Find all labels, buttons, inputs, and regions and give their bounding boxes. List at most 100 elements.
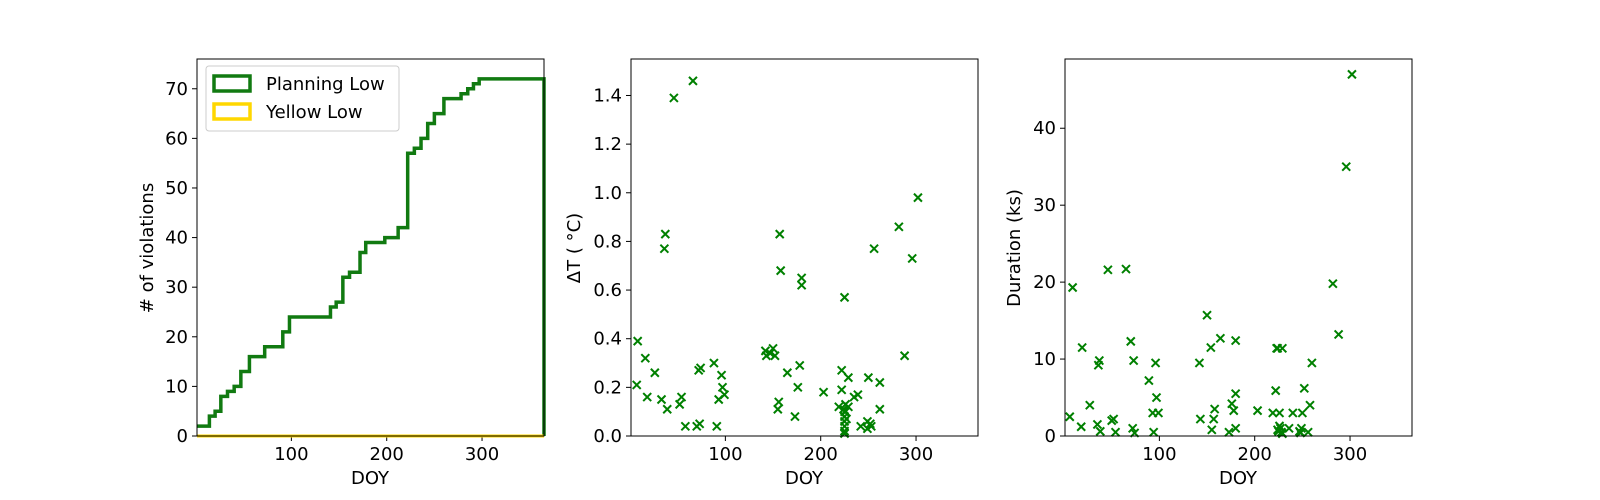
scatter-point (717, 382, 728, 393)
axis-ticks: 100 200 300 0 10 20 30 40 (1033, 118, 1367, 465)
y-tick-label: 50 (165, 178, 188, 199)
scatter-point (1121, 264, 1131, 274)
scatter-point (843, 372, 854, 383)
plot-frame (1064, 58, 1413, 437)
scatter-point (1341, 162, 1351, 172)
scatter-point (1305, 400, 1315, 410)
scatter-point (1194, 358, 1205, 368)
scatter-point (1092, 419, 1103, 430)
scatter-point (695, 363, 706, 373)
scatter-point (1153, 408, 1164, 418)
scatter-point (836, 385, 847, 395)
y-tick-label: 70 (165, 79, 188, 100)
scatter-point (1065, 412, 1075, 422)
scatter-point (1303, 427, 1313, 437)
y-tick-label: 40 (165, 228, 188, 249)
scatter-point (659, 244, 670, 254)
scatter-point (680, 421, 691, 431)
series-group (632, 76, 923, 439)
scatter-point (875, 404, 885, 414)
scatter-point (716, 370, 727, 380)
scatter-point (913, 192, 923, 203)
scatter-point (669, 93, 679, 103)
scatter-point (1307, 358, 1317, 368)
y-axis-label: # of violations (137, 183, 158, 313)
scatter-point (793, 382, 803, 393)
scatter-point (640, 353, 651, 363)
scatter-point (1230, 388, 1241, 399)
scatter-point (1230, 335, 1241, 346)
scatter-point (1067, 282, 1078, 293)
scatter-point (650, 368, 660, 378)
scatter-point (907, 253, 917, 264)
y-tick-label: 20 (1033, 272, 1056, 293)
scatter-point (1296, 423, 1307, 434)
scatter-point (632, 380, 642, 390)
duration-scatter-chart: Duration (ks) DOY 100 200 300 0 10 20 30 40 (1004, 58, 1413, 489)
scatter-point (774, 397, 784, 407)
scatter-point (865, 419, 875, 429)
legend: Planning Low Yellow Low (205, 65, 400, 132)
scatter-point (676, 392, 687, 402)
scatter-point (1195, 414, 1206, 424)
scatter-point (1077, 342, 1087, 353)
y-tick-label: 30 (1033, 195, 1056, 216)
scatter-point (790, 411, 800, 422)
scatter-point (869, 244, 879, 254)
scatter-point (719, 389, 730, 400)
series-line-planning-low (197, 77, 546, 436)
scatter-point (1299, 383, 1309, 394)
scatter-point (843, 402, 854, 412)
y-axis-label: ΔT ( °C) (564, 213, 585, 283)
scatter-point (1333, 329, 1344, 340)
scatter-point (1094, 355, 1105, 366)
y-tick-label: 20 (165, 327, 188, 348)
legend-box (205, 65, 400, 132)
scatter-point (1209, 414, 1219, 424)
scatter-point (836, 365, 847, 376)
scatter-point (1270, 385, 1281, 396)
x-tick-label: 200 (370, 444, 404, 465)
scatter-point (709, 358, 719, 368)
scatter-point (1085, 400, 1095, 410)
scatter-point (1148, 427, 1159, 437)
x-axis-label: DOY (1219, 468, 1258, 489)
scatter-point (899, 351, 910, 361)
y-tick-label: 1.4 (593, 85, 622, 106)
scatter-point (1277, 343, 1288, 353)
legend-swatch-yellow-low (212, 102, 252, 121)
scatter-point (853, 389, 863, 400)
scatter-point (1284, 423, 1294, 434)
legend-swatch-planning-low (212, 74, 252, 93)
y-tick-label: 10 (165, 376, 188, 397)
legend-label-planning-low: Planning Low (266, 74, 385, 95)
scatter-point (1076, 422, 1086, 432)
scatter-point (1108, 414, 1119, 424)
y-tick-label: 0 (1045, 426, 1056, 447)
scatter-point (662, 404, 672, 414)
scatter-point (841, 414, 852, 424)
scatter-point (775, 229, 785, 239)
plot-frame (196, 58, 545, 437)
axis-ticks: 100 200 300 0 10 20 30 40 50 60 70 (165, 79, 499, 465)
scatter-point (1209, 404, 1220, 414)
scatter-point (863, 372, 874, 383)
scatter-point (795, 360, 805, 371)
scatter-point (688, 76, 698, 86)
y-tick-label: 0 (177, 426, 188, 447)
scatter-point (1215, 333, 1226, 343)
scatter-point (866, 421, 876, 431)
x-axis-label: DOY (785, 468, 824, 489)
scatter-point (632, 336, 643, 346)
y-tick-label: 60 (165, 128, 188, 149)
y-tick-label: 0.4 (593, 329, 622, 350)
scatter-point (642, 392, 652, 402)
scatter-point (1206, 342, 1216, 353)
y-tick-label: 40 (1033, 118, 1056, 139)
scatter-point (660, 229, 671, 239)
scatter-point (694, 419, 705, 429)
scatter-point (1230, 423, 1241, 434)
y-tick-label: 1.2 (593, 134, 622, 155)
x-tick-label: 300 (899, 444, 933, 465)
scatter-point (1227, 398, 1237, 409)
